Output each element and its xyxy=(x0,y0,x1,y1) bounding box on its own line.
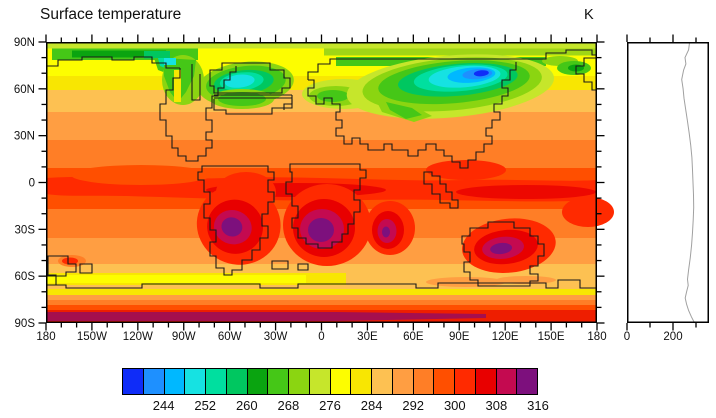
temperature-map: 180 150W 120W 90W 60W 30W 0 30E 60E 90E 120E 150E 18… xyxy=(14,34,614,343)
y-tick-label: 90N xyxy=(14,37,35,49)
colorbar-label: 244 xyxy=(152,398,175,413)
colorbar-box xyxy=(225,368,248,395)
colorbar-box xyxy=(205,368,227,395)
colorbar-label: 268 xyxy=(277,398,300,413)
x-tick-label: 120W xyxy=(123,331,153,343)
colorbar-box xyxy=(454,368,476,395)
x-tick-label: 120E xyxy=(492,331,519,343)
x-tick-label: 30E xyxy=(357,331,378,343)
y-tick-label: 0 xyxy=(29,178,35,190)
x-tick-label: 180 xyxy=(36,331,55,343)
coastlines xyxy=(46,49,597,289)
x-tick-label: 90E xyxy=(449,331,470,343)
colorbar-box xyxy=(288,368,310,395)
y-tick-label: 90S xyxy=(15,318,36,330)
colorbar-label: 316 xyxy=(527,398,549,413)
x-tick-label: 90W xyxy=(172,331,196,343)
colorbar-box xyxy=(267,368,289,395)
colorbar-label: 300 xyxy=(443,398,466,413)
colorbar-box xyxy=(371,368,393,395)
profile-x-tick-label: 0 xyxy=(624,331,630,343)
colorbar-box xyxy=(474,368,497,395)
colorbar-box xyxy=(391,368,414,395)
zonal-mean-panel: 0 200 xyxy=(624,34,709,343)
colorbar-labels: 244 252 260 268 276 284 292 300 308 316 xyxy=(122,398,549,414)
colorbar-box xyxy=(246,368,269,395)
map-axes: 180 150W 120W 90W 60W 30W 0 30E 60E 90E 120E 150E 18… xyxy=(14,34,607,343)
zonal-mean-curve xyxy=(681,41,696,324)
map-frame xyxy=(46,42,597,323)
y-tick-label: 30N xyxy=(14,131,35,143)
y-tick-label: 60S xyxy=(15,271,36,283)
colorbar-box xyxy=(329,368,352,395)
x-tick-label: 150E xyxy=(538,331,565,343)
x-tick-label: 180 xyxy=(587,331,606,343)
colorbar-box xyxy=(122,368,144,395)
units-label: K xyxy=(584,7,594,23)
colorbar-label: 260 xyxy=(235,398,258,413)
colorbar-box xyxy=(308,368,331,395)
colorbar-label: 276 xyxy=(319,398,341,413)
x-tick-label: 0 xyxy=(318,331,324,343)
colorbar-label: 292 xyxy=(402,398,425,413)
x-tick-label: 60W xyxy=(218,331,242,343)
plot-title: Surface temperature xyxy=(40,6,182,23)
colorbar-box xyxy=(163,368,186,395)
profile-axes: 0 200 xyxy=(624,34,697,343)
colorbar-box xyxy=(350,368,372,395)
x-tick-label: 30W xyxy=(264,331,288,343)
colorbar-box xyxy=(142,368,165,395)
x-tick-label: 150W xyxy=(77,331,107,343)
colorbar xyxy=(122,368,538,395)
colorbar-label: 252 xyxy=(194,398,217,413)
colorbar-box xyxy=(412,368,435,395)
colorbar-box xyxy=(516,368,538,395)
colorbar-box xyxy=(433,368,455,395)
colorbar-label: 308 xyxy=(485,398,508,413)
x-tick-label: 60E xyxy=(403,331,424,343)
profile-x-tick-label: 200 xyxy=(663,331,682,343)
y-tick-label: 30S xyxy=(15,224,36,236)
profile-frame xyxy=(627,42,709,323)
colorbar-box xyxy=(495,368,518,395)
y-tick-label: 60N xyxy=(14,84,35,96)
map-fill-field xyxy=(46,42,614,323)
colorbar-label: 284 xyxy=(360,398,383,413)
colorbar-box xyxy=(184,368,206,395)
